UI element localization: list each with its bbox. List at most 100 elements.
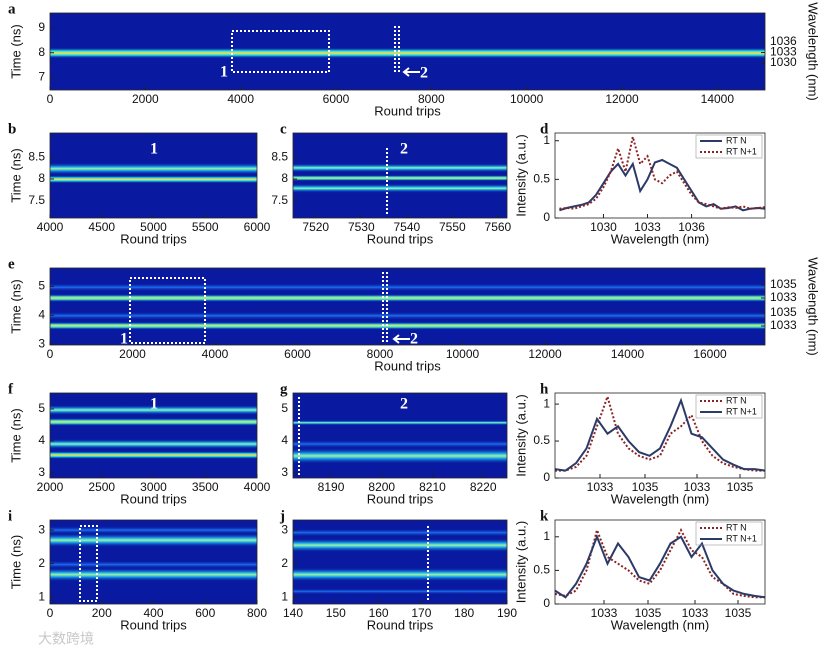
frame — [292, 392, 508, 479]
x-tick-label: 6000 — [244, 220, 271, 234]
zoom-box — [231, 30, 330, 73]
x-tick-label: 10000 — [510, 92, 544, 106]
y-axis-label: Time (ns) — [8, 408, 23, 462]
y-tick-label: 1 — [543, 396, 550, 410]
panel-label: i — [8, 508, 12, 524]
y2-tick-label: 1033 — [770, 290, 797, 304]
y-tick-label: 4 — [281, 433, 288, 447]
heatmap-band — [293, 420, 507, 426]
y-tick-label: 1 — [543, 529, 550, 543]
y-tick-label: 5 — [281, 401, 288, 415]
legend-box — [695, 134, 763, 159]
y-axis-label: Intensity (a.u.) — [513, 134, 528, 216]
x-tick-label: 6000 — [323, 92, 350, 106]
panel-label: j — [279, 508, 285, 524]
x-tick-label: 2000 — [37, 480, 64, 494]
x-axis-label: Round trips — [120, 491, 187, 506]
y-axis-label: Time (ns) — [8, 24, 23, 78]
x-tick-label: 8200 — [368, 480, 395, 494]
x-axis-label: Round trips — [367, 231, 434, 246]
heatmap-band — [293, 175, 507, 182]
x-tick-label: 160 — [369, 606, 389, 620]
x-tick-label: 180 — [454, 606, 474, 620]
x-tick-label: 3000 — [140, 480, 167, 494]
y-tick-label: 9 — [38, 20, 45, 34]
watermark: 大数跨境 — [38, 631, 94, 647]
y-tick-label: 3 — [38, 465, 45, 479]
heatmap-background — [50, 268, 765, 345]
x-tick-label: 8220 — [470, 480, 497, 494]
panel-label: b — [8, 121, 16, 137]
y-tick-label: 1 — [281, 589, 288, 603]
x-tick-label: 4000 — [202, 347, 229, 361]
frame — [292, 132, 508, 219]
y2-tick-label: 1030 — [770, 55, 797, 69]
x-tick-label: 14000 — [611, 347, 645, 361]
y-tick-label: 2 — [38, 556, 45, 570]
y-tick-label: 1 — [543, 133, 550, 147]
panel-label: e — [8, 256, 15, 272]
heatmap-band — [293, 447, 507, 464]
panel-label: k — [540, 508, 549, 524]
x-tick-label: 7550 — [439, 220, 466, 234]
x-tick-label: 5500 — [192, 220, 219, 234]
heatmap-band — [50, 526, 257, 535]
panel-label: c — [280, 121, 287, 137]
legend-label: RT N — [726, 522, 747, 532]
plot-area — [555, 133, 765, 218]
x-axis-label: Wavelength (nm) — [611, 617, 710, 632]
x-tick-label: 1033 — [587, 480, 614, 494]
arrow — [392, 334, 410, 344]
y-tick-label: 8 — [38, 171, 45, 185]
x-axis-label: Wavelength (nm) — [611, 491, 710, 506]
frame — [49, 267, 766, 346]
y2-tick-label: 1035 — [770, 277, 797, 291]
frame — [554, 392, 766, 479]
frame — [49, 12, 766, 91]
x-tick-label: 1030 — [590, 220, 617, 234]
legend-label: RT N+1 — [726, 146, 757, 156]
x-tick-label: 12000 — [605, 92, 639, 106]
x-tick-label: 1035 — [632, 480, 659, 494]
x-tick-label: 5000 — [140, 220, 167, 234]
y-tick-label: 7.5 — [28, 193, 45, 207]
y-tick-label: 8 — [281, 171, 288, 185]
x-tick-label: 190 — [497, 606, 517, 620]
x-tick-label: 7530 — [348, 220, 375, 234]
x-axis-label: Round trips — [374, 358, 441, 373]
spectrum-line — [559, 158, 766, 212]
y-tick-label: 0 — [543, 470, 550, 484]
x-tick-label: 4000 — [37, 220, 64, 234]
arrow — [402, 67, 420, 77]
x-tick-label: 1035 — [635, 606, 662, 620]
y-axis-label: Time (ns) — [8, 535, 23, 589]
y-tick-label: 7.5 — [271, 193, 288, 207]
x-tick-label: 600 — [195, 606, 215, 620]
x-axis-label: Round trips — [367, 491, 434, 506]
panel-label: h — [540, 381, 549, 397]
x-axis-label: Wavelength (nm) — [611, 231, 710, 246]
spectrum-line — [554, 526, 765, 599]
annotation: 1 — [150, 396, 158, 413]
spectrum-line — [554, 534, 766, 599]
x-tick-label: 1035 — [725, 606, 752, 620]
heatmap-band — [50, 439, 257, 449]
x-tick-label: 12000 — [528, 347, 562, 361]
x-tick-label: 8210 — [419, 480, 446, 494]
x-tick-label: 150 — [326, 606, 346, 620]
x-tick-label: 4000 — [227, 92, 254, 106]
y-tick-label: 4 — [38, 433, 45, 447]
x-axis-label: Round trips — [120, 231, 187, 246]
x-tick-label: 7520 — [302, 220, 329, 234]
overlay — [79, 26, 429, 602]
x-tick-label: 8000 — [367, 347, 394, 361]
x-tick-label: 1033 — [591, 606, 618, 620]
x-tick-label: 200 — [92, 606, 112, 620]
y-tick-label: 1 — [38, 589, 45, 603]
y-tick-label: 3 — [281, 465, 288, 479]
y2-axis-label: Wavelength (nm) — [806, 2, 821, 101]
heatmap-band — [50, 405, 257, 415]
x-tick-label: 800 — [247, 606, 267, 620]
y-tick-label: 0 — [543, 596, 550, 610]
